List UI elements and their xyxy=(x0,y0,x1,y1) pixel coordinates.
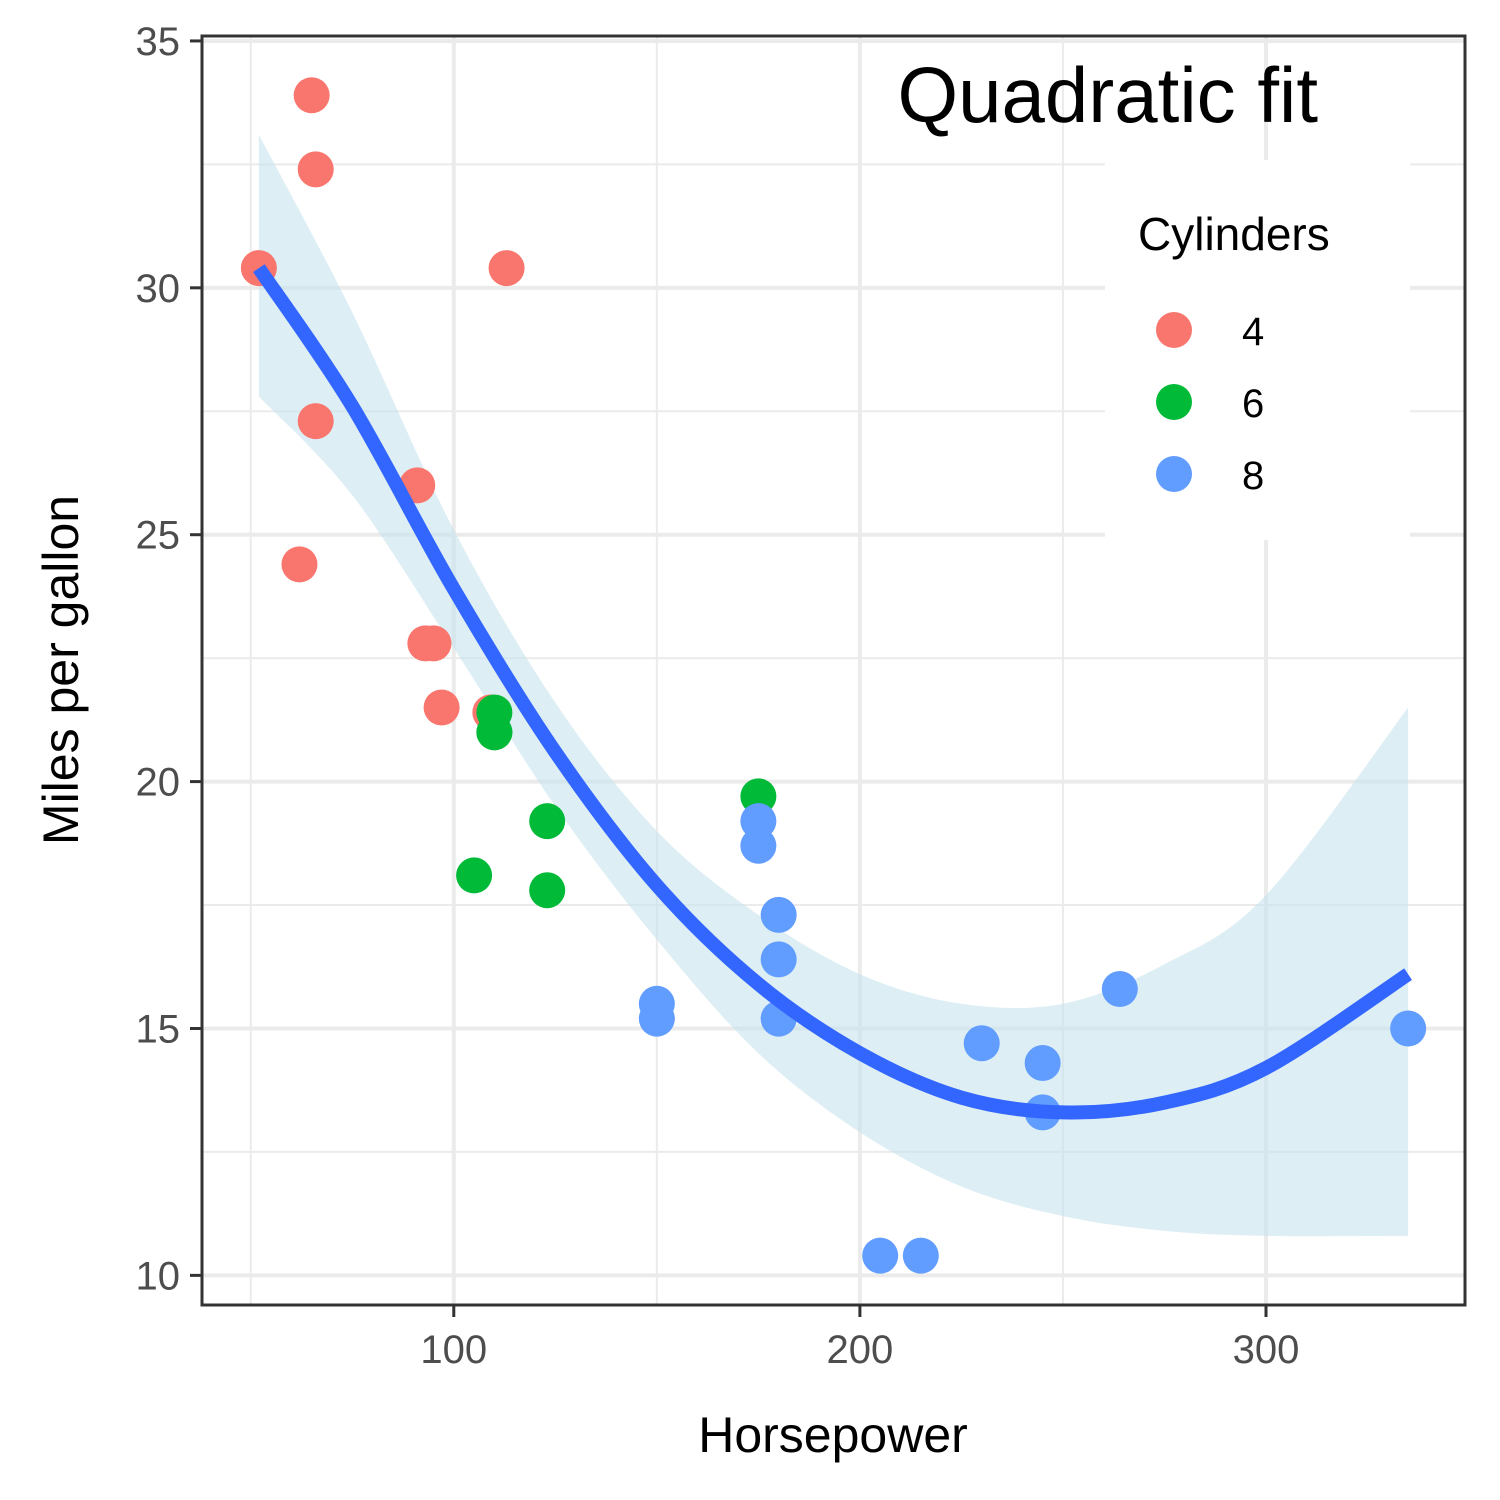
legend-label-8: 8 xyxy=(1242,454,1264,498)
y-tick-label: 30 xyxy=(136,267,181,311)
data-point-cyl-8 xyxy=(760,941,797,978)
data-point-cyl-8 xyxy=(638,1000,675,1037)
legend-label-6: 6 xyxy=(1242,382,1264,426)
data-point-cyl-8 xyxy=(963,1025,1000,1062)
legend-label-4: 4 xyxy=(1242,310,1264,354)
data-point-cyl-8 xyxy=(1101,970,1138,1007)
y-axis-title: Miles per gallon xyxy=(33,495,89,845)
data-points xyxy=(240,77,1427,1274)
legend-key-8 xyxy=(1156,456,1192,492)
y-tick-label: 25 xyxy=(136,514,181,558)
y-tick-label: 10 xyxy=(136,1254,181,1298)
data-point-cyl-6 xyxy=(740,778,777,815)
y-tick-label: 15 xyxy=(136,1007,181,1051)
data-point-cyl-4 xyxy=(297,151,334,188)
fit-curve xyxy=(253,264,1412,1120)
data-point-cyl-4 xyxy=(281,546,318,583)
data-point-cyl-4 xyxy=(423,689,460,726)
y-tick-label: 20 xyxy=(136,761,181,805)
data-point-cyl-8 xyxy=(902,1237,939,1274)
axis-ticks: 100 200 300 10 15 20 25 30 35 xyxy=(136,20,1300,1372)
legend-key-6 xyxy=(1156,384,1192,420)
y-tick-label: 35 xyxy=(136,20,181,64)
data-point-cyl-8 xyxy=(740,803,777,840)
data-point-cyl-8 xyxy=(1024,1045,1061,1082)
x-tick-label: 300 xyxy=(1233,1328,1300,1372)
data-point-cyl-4 xyxy=(297,403,334,440)
data-point-cyl-4 xyxy=(415,625,452,662)
legend: 4 6 8 xyxy=(1156,310,1264,498)
legend-key-4 xyxy=(1156,312,1192,348)
x-tick-label: 200 xyxy=(827,1328,894,1372)
data-point-cyl-4 xyxy=(293,77,330,114)
legend-background xyxy=(1105,160,1410,540)
fit-line xyxy=(253,264,1412,1120)
data-point-cyl-8 xyxy=(760,896,797,933)
data-point-cyl-8 xyxy=(862,1237,899,1274)
data-point-cyl-6 xyxy=(456,857,493,894)
data-point-cyl-8 xyxy=(1390,1010,1427,1047)
data-point-cyl-8 xyxy=(740,827,777,864)
confidence-band xyxy=(258,134,1409,1237)
plot-title: Quadratic fit xyxy=(897,51,1318,139)
x-tick-label: 100 xyxy=(420,1328,487,1372)
data-point-cyl-6 xyxy=(476,694,513,731)
plot-panel-border xyxy=(200,34,1467,1307)
data-point-cyl-6 xyxy=(529,803,566,840)
legend-title: Cylinders xyxy=(1138,208,1330,260)
confidence-band-area xyxy=(258,134,1409,1237)
x-axis-title: Horsepower xyxy=(698,1407,968,1463)
data-point-cyl-6 xyxy=(529,872,566,909)
data-point-cyl-4 xyxy=(488,250,525,287)
